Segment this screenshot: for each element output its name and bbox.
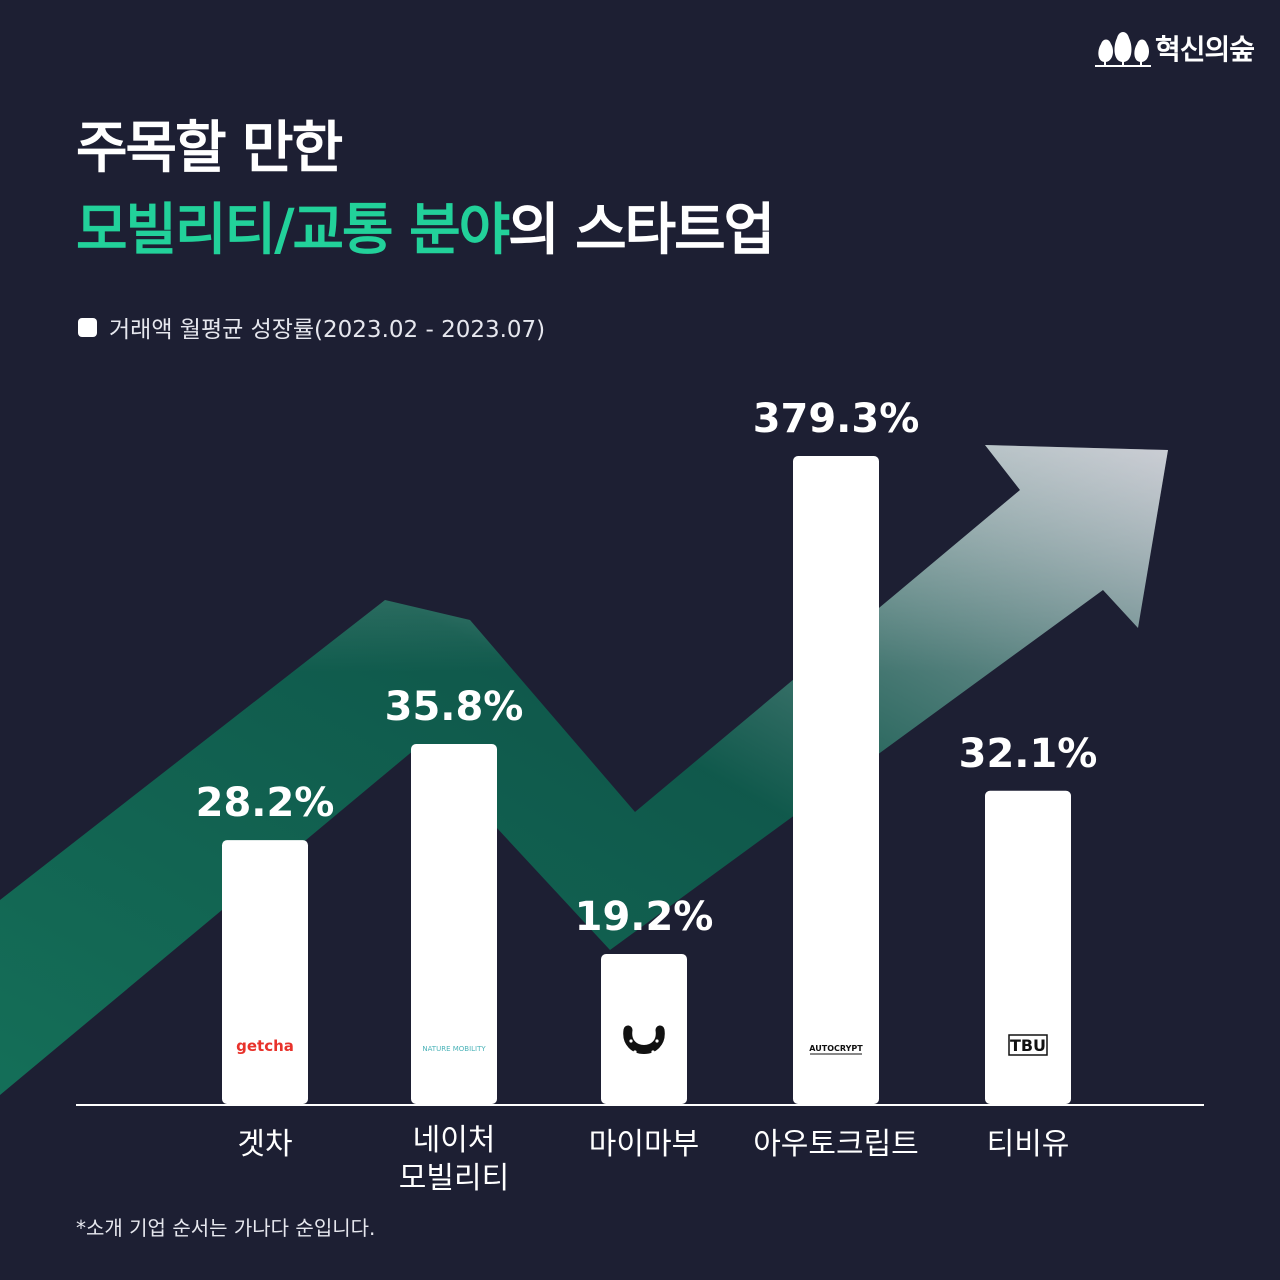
company-logo: TBU [1010,1036,1046,1055]
legend-swatch [78,317,97,337]
bar [793,456,879,1104]
trend-arrow [0,445,1168,1095]
bar [985,790,1071,1104]
category-label: 네이처 모빌리티 [399,1123,509,1196]
logo-frame [1008,1034,1048,1056]
title-rest: 의 스타트업 [508,198,775,263]
title-line-1: 주목할 만한 [76,116,343,181]
chart-legend: 거래액 월평균 성장률(2023.02 - 2023.07) [78,310,545,344]
data-label: 28.2% [196,780,335,826]
data-label: 19.2% [575,894,714,940]
title-line-2: 모빌리티/교통 분야의 스타트업 [76,190,775,272]
brand-logo: 혁신의숲 [1094,28,1255,68]
footnote: *소개 기업 순서는 가나다 순입니다. [76,1216,376,1240]
bar [411,744,497,1104]
company-logo: getcha [236,1037,294,1055]
company-logo: NATURE MOBILITY [422,1045,486,1053]
bar [601,954,687,1104]
arrow-highlight [0,445,1168,1095]
horseshoe-icon [623,1025,665,1054]
category-label: 아우토크립트 [753,1127,919,1162]
bar [222,840,308,1104]
data-label: 32.1% [959,731,1098,777]
company-logo: AUTOCRYPT [809,1044,863,1053]
brand-name: 혁신의숲 [1154,33,1255,66]
forest-icon [1094,32,1151,67]
legend-label: 거래액 월평균 성장률(2023.02 - 2023.07) [109,317,546,343]
category-label: 겟차 [237,1127,292,1162]
page-title: 주목할 만한 모빌리티/교통 분야의 스타트업 [76,108,775,272]
data-label: 379.3% [753,396,920,442]
category-label: 마이마부 [589,1127,699,1162]
category-label: 티비유 [987,1127,1070,1162]
data-label: 35.8% [385,684,524,730]
title-highlight: 모빌리티/교통 분야 [76,198,510,263]
